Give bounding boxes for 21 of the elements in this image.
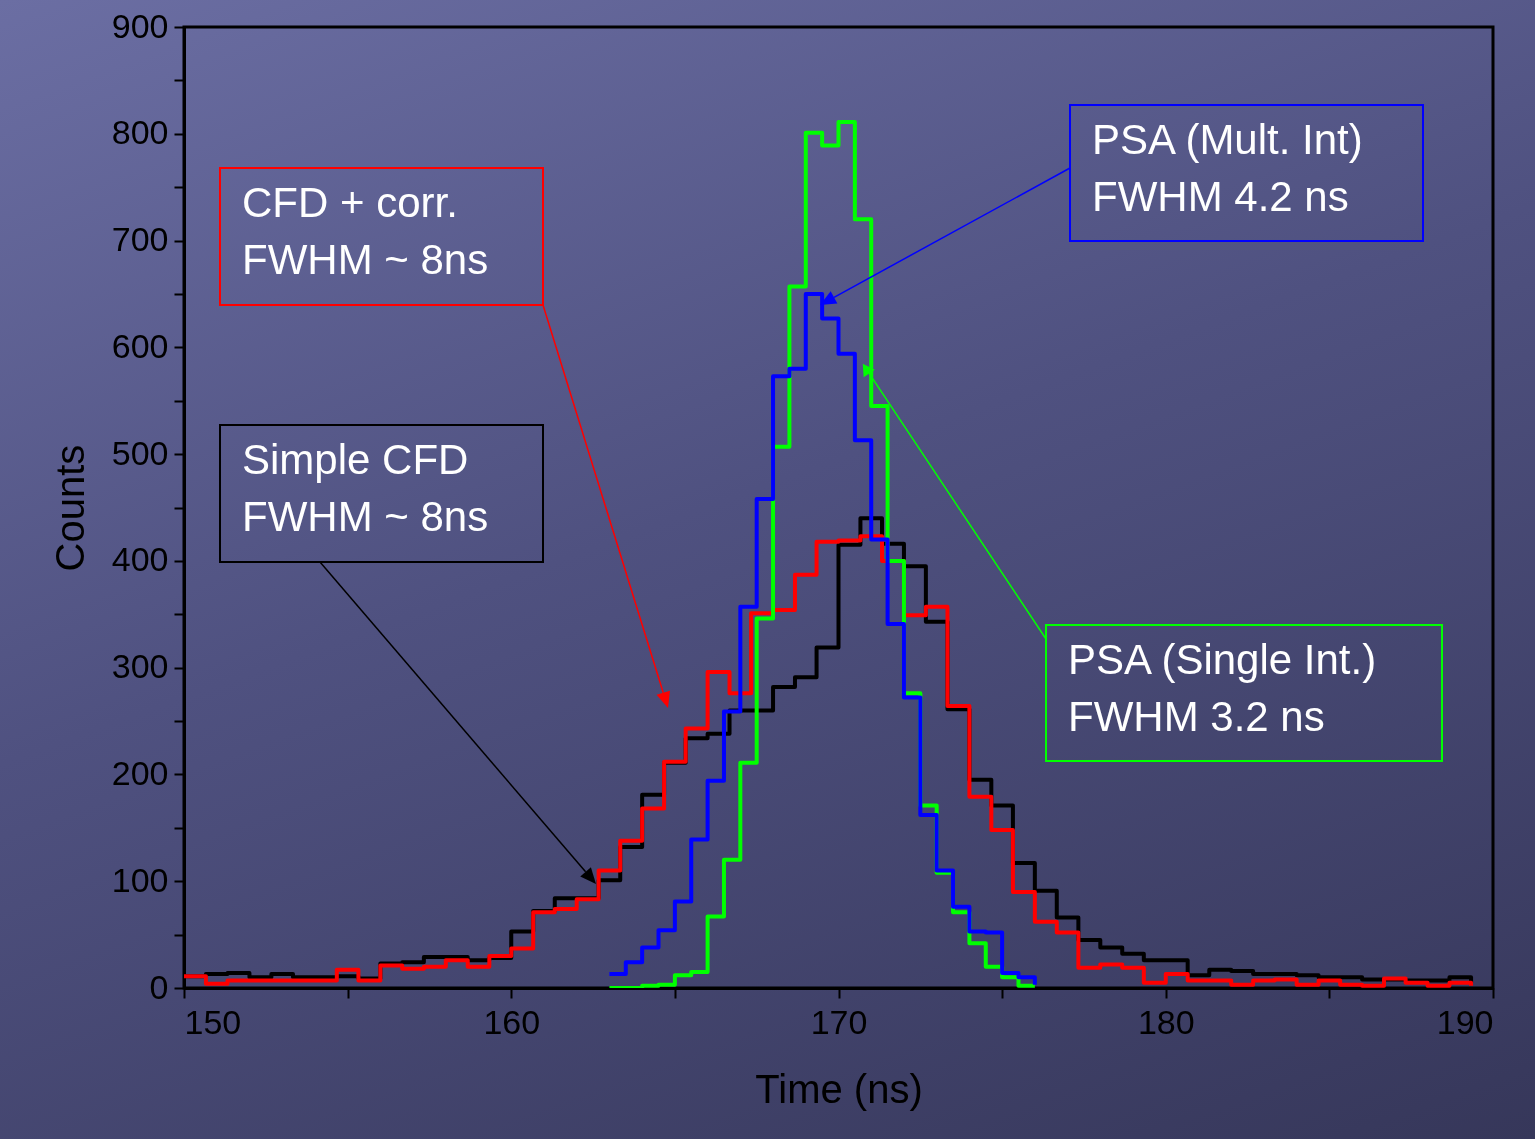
x-tick-label: 150 — [184, 1002, 242, 1041]
y-tick-label: 400 — [111, 540, 169, 579]
y-tick-label: 900 — [111, 6, 169, 45]
y-tick-label: 100 — [111, 860, 169, 899]
y-axis-title: Counts — [47, 444, 92, 572]
x-tick-label: 190 — [1436, 1002, 1494, 1041]
annotation: PSA (Single Int.) FWHM 3.2 ns — [1068, 636, 1377, 740]
y-tick-label: 700 — [111, 220, 169, 259]
annotation: CFD + corr. FWHM ~ 8ns — [242, 179, 489, 283]
x-axis-title: Time (ns) — [755, 1066, 923, 1111]
y-tick-label: 600 — [111, 326, 169, 365]
y-tick-label: 500 — [111, 433, 169, 472]
y-tick-label: 0 — [149, 967, 169, 1006]
x-tick-label: 170 — [810, 1002, 868, 1041]
annotation: PSA (Mult. Int) FWHM 4.2 ns — [1092, 116, 1363, 220]
x-tick-label: 180 — [1137, 1002, 1195, 1041]
y-tick-label: 200 — [111, 753, 169, 792]
annotation: Simple CFD FWHM ~ 8ns — [242, 436, 489, 540]
x-tick-label: 160 — [483, 1002, 541, 1041]
y-tick-label: 300 — [111, 647, 169, 686]
y-tick-label: 800 — [111, 113, 169, 152]
